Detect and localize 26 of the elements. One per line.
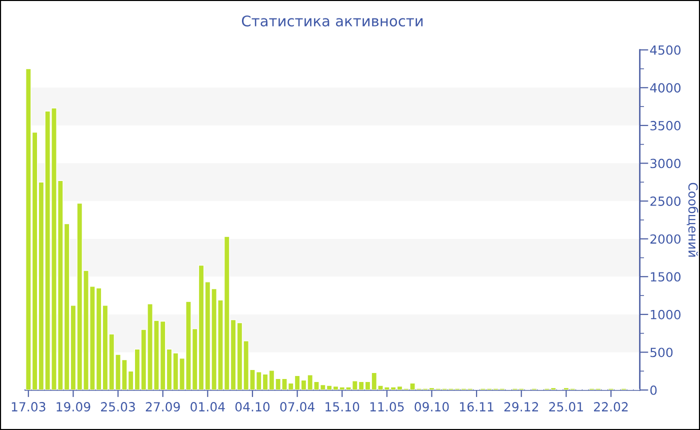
x-tick-label: 25.01: [549, 402, 583, 412]
x-tick-label: 07.04: [280, 402, 314, 412]
x-tick-label: 25.03: [101, 402, 135, 412]
x-tick-label: 09.10: [414, 402, 449, 412]
x-tick-label: 11.05: [370, 402, 404, 412]
y-tick-label: 3000: [650, 158, 681, 168]
y-tick-label: 0: [650, 385, 657, 395]
x-tick-label: 15.10: [326, 402, 360, 412]
x-tick-label: 22.02: [594, 402, 628, 412]
y-tick-label: 1500: [650, 272, 681, 282]
y-tick-label: 3500: [650, 120, 681, 130]
chart-title: Статистика активности: [242, 15, 423, 26]
y-tick-label: 2500: [650, 196, 681, 206]
y-tick-label: 4500: [650, 45, 681, 55]
x-tick-label: 16.11: [460, 402, 494, 412]
x-tick-label: 27.09: [146, 402, 180, 412]
y-tick-label: 500: [650, 348, 673, 358]
x-tick-label: 17.03: [12, 402, 46, 412]
x-tick-label: 29.12: [504, 402, 538, 412]
x-tick-label: 04.10: [235, 402, 270, 412]
y-axis-title: Сообщений: [686, 182, 698, 257]
y-tick-label: 1000: [650, 310, 681, 320]
x-tick-label: 19.09: [56, 402, 90, 412]
x-tick-label: 01.04: [190, 402, 225, 412]
y-tick-label: 4000: [650, 83, 681, 93]
y-tick-label: 2000: [650, 234, 681, 244]
